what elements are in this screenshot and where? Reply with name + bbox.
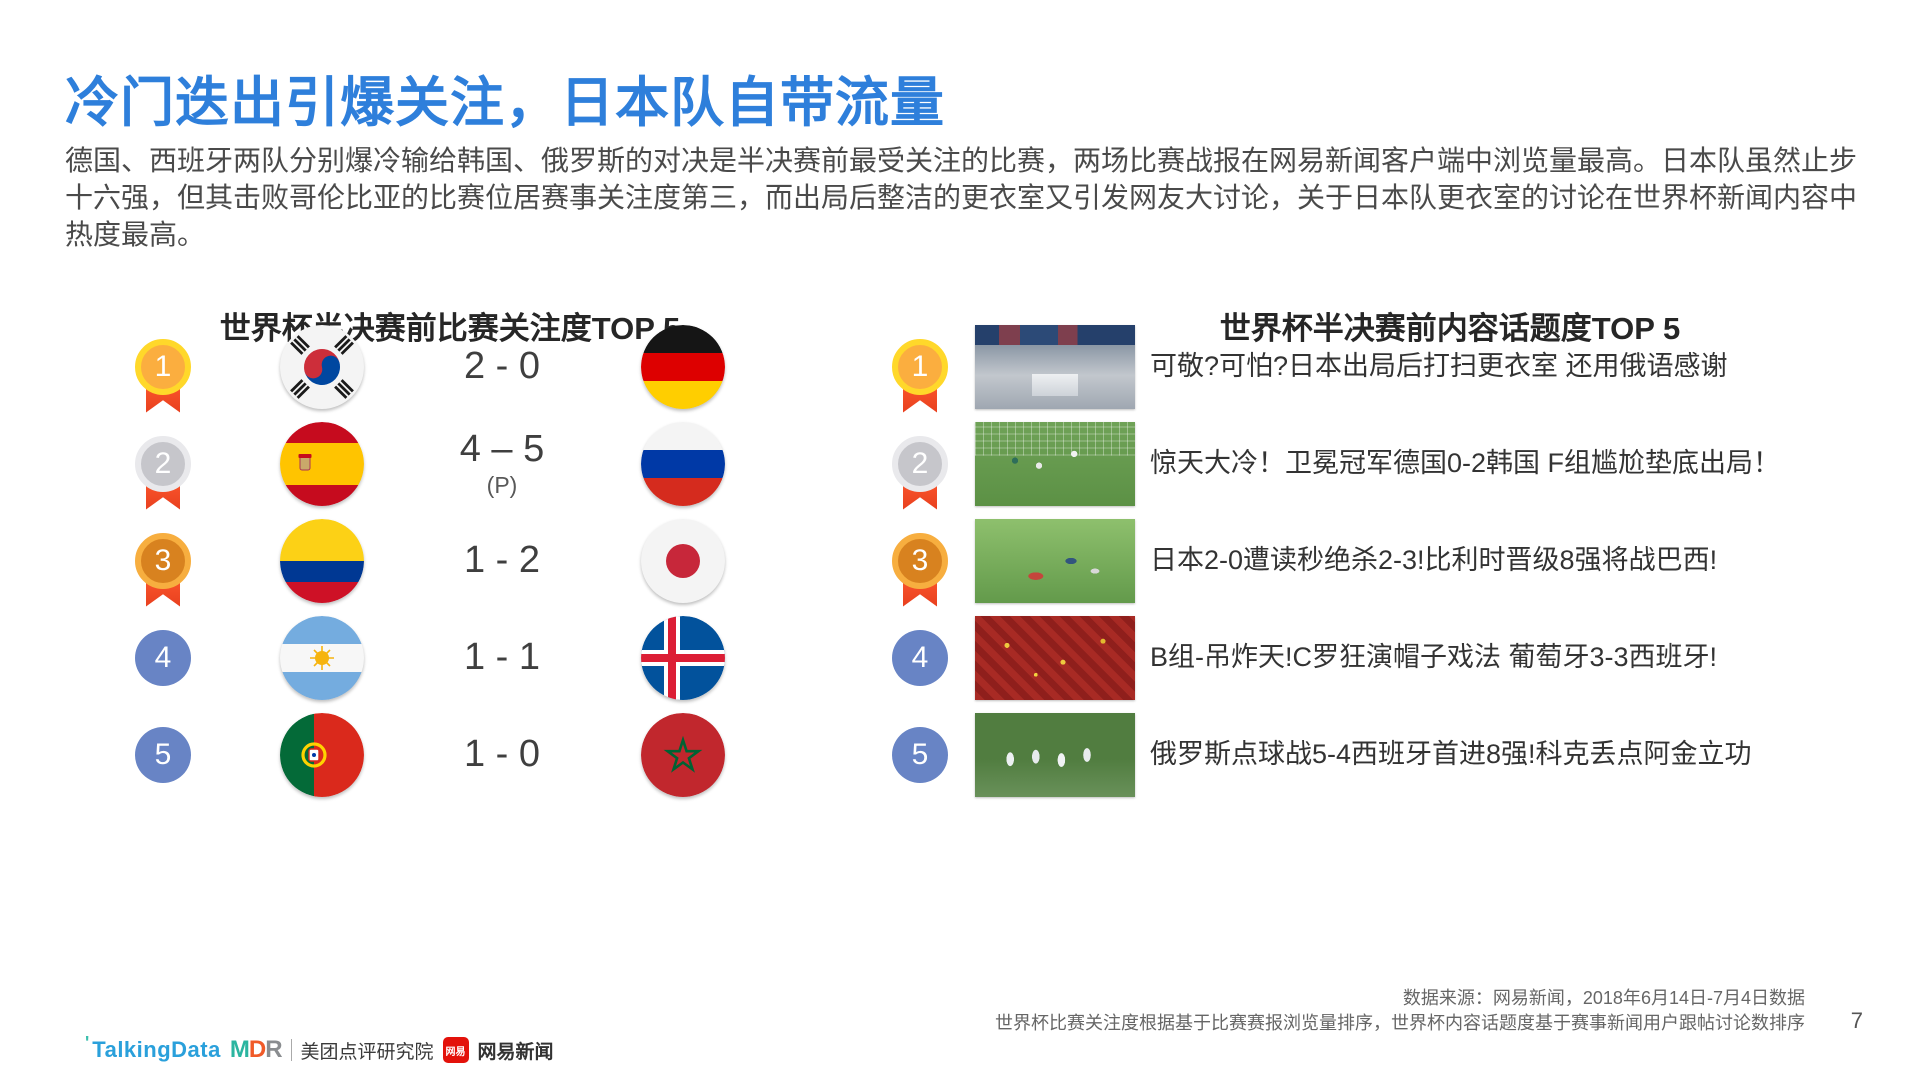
- talkingdata-logo: TalkingData: [92, 1037, 221, 1062]
- logo-divider: [290, 1039, 292, 1061]
- russia-celebration-photo: [975, 712, 1135, 797]
- portugal-flag-icon: [280, 712, 364, 797]
- summary-paragraph: 德国、西班牙两队分别爆冷输给韩国、俄罗斯的对决是半决赛前最受关注的比赛，两场比赛…: [65, 145, 1858, 250]
- source-line-1: 数据来源：网易新闻，2018年6月14日-7月4日数据: [1402, 988, 1805, 1008]
- rank-4-badge: 4: [135, 629, 191, 686]
- content-topic-list: 1 可敬?可怕?日本出局后打扫更衣室 还用俄语感谢 2 惊天大冷！卫冕冠军德国0…: [880, 318, 1880, 803]
- bronze-medal-icon: 3: [892, 532, 948, 607]
- topic-headline: B组-吊炸天!C罗狂演帽子戏法 葡萄牙3-3西班牙!: [1150, 642, 1718, 672]
- rank-5-badge: 5: [135, 726, 191, 783]
- netease-badge-icon: 网易: [442, 1037, 469, 1063]
- rank-number: 5: [154, 737, 172, 771]
- spain-flag-icon: [280, 421, 364, 506]
- russia-flag-icon: [641, 421, 725, 506]
- bronze-medal-icon: 3: [135, 532, 191, 607]
- portugal-spain-fans-photo: [975, 615, 1135, 700]
- topic-row-3: 3 日本2-0遭读秒绝杀2-3!比利时晋级8强将战巴西!: [880, 512, 1880, 609]
- topic-headline: 可敬?可怕?日本出局后打扫更衣室 还用俄语感谢: [1150, 351, 1728, 381]
- match-row-5: 5 1 - 0: [100, 706, 780, 803]
- score-value: 1 - 0: [463, 732, 541, 775]
- silver-medal-icon: 2: [892, 435, 948, 510]
- silver-medal-icon: 2: [135, 435, 191, 510]
- rank-number: 2: [154, 446, 172, 480]
- match-attention-list: 1: [100, 318, 780, 803]
- right-panel-title: 世界杯半决赛前内容话题度TOP 5: [1219, 311, 1681, 346]
- topic-row-2: 2 惊天大冷！卫冕冠军德国0-2韩国 F组尴尬垫底出局！: [880, 415, 1880, 512]
- score-value: 4 – 5: [459, 428, 545, 470]
- rank-number: 3: [911, 543, 929, 577]
- gold-medal-icon: 1: [135, 338, 191, 413]
- source-line-2: 世界杯比赛关注度根据基于比赛赛报浏览量排序，世界杯内容话题度基于赛事新闻用户跟帖…: [995, 1013, 1805, 1033]
- meituan-dianping-institute-logo: 美团点评研究院: [300, 1041, 434, 1063]
- rank-number: 2: [911, 446, 929, 480]
- topic-headline: 惊天大冷！卫冕冠军德国0-2韩国 F组尴尬垫底出局！: [1150, 448, 1781, 478]
- rank-number: 5: [911, 737, 929, 771]
- germany-flag-icon: [641, 324, 725, 409]
- rank-number: 1: [154, 349, 172, 383]
- mdr-logo: MDR: [229, 1036, 283, 1063]
- footer-logos: ' TalkingData MDR 美团点评研究院 网易 网易新闻: [85, 1032, 554, 1064]
- match-row-2: 2 4 – 5 (P): [100, 415, 780, 512]
- japan-flag-icon: [641, 518, 725, 603]
- topic-row-5: 5 俄罗斯点球战5-4西班牙首进8强!科克丢点阿金立功: [880, 706, 1880, 803]
- rank-5-badge: 5: [892, 726, 948, 783]
- rank-number: 3: [154, 543, 172, 577]
- gold-medal-icon: 1: [892, 338, 948, 413]
- page-number: 7: [1850, 1008, 1863, 1033]
- japan-locker-room-photo: [975, 324, 1135, 409]
- topic-row-4: 4 B组-吊炸天!C罗狂演帽子戏法 葡萄牙3-3西班牙!: [880, 609, 1880, 706]
- argentina-flag-icon: [280, 615, 364, 700]
- score-value: 1 - 1: [463, 635, 541, 678]
- score-value: 2 - 0: [463, 344, 541, 387]
- rank-number: 4: [154, 640, 172, 674]
- japan-belgium-match-photo: [975, 518, 1135, 603]
- morocco-flag-icon: [641, 712, 725, 797]
- germany-korea-goal-photo: [975, 421, 1135, 506]
- iceland-flag-icon: [641, 615, 725, 700]
- data-source-note: 数据来源：网易新闻，2018年6月14日-7月4日数据 世界杯比赛关注度根据基于…: [995, 986, 1805, 1036]
- topic-row-1: 1 可敬?可怕?日本出局后打扫更衣室 还用俄语感谢: [880, 318, 1880, 415]
- colombia-flag-icon: [280, 518, 364, 603]
- south-korea-flag-icon: [280, 324, 364, 409]
- score-note: (P): [486, 472, 518, 498]
- rank-number: 4: [911, 640, 929, 674]
- topic-headline: 俄罗斯点球战5-4西班牙首进8强!科克丢点阿金立功: [1150, 739, 1752, 769]
- topic-headline: 日本2-0遭读秒绝杀2-3!比利时晋级8强将战巴西!: [1150, 545, 1718, 575]
- talkingdata-mark-icon: ': [85, 1032, 90, 1053]
- rank-4-badge: 4: [892, 629, 948, 686]
- score-value: 1 - 2: [463, 538, 541, 581]
- match-row-3: 3 1 - 2: [100, 512, 780, 609]
- match-row-4: 4 1 - 1: [100, 609, 780, 706]
- netease-news-logo: 网易新闻: [477, 1041, 554, 1063]
- match-row-1: 1: [100, 318, 780, 415]
- rank-number: 1: [911, 349, 929, 383]
- page-title: 冷门迭出引爆关注，日本队自带流量: [65, 73, 945, 133]
